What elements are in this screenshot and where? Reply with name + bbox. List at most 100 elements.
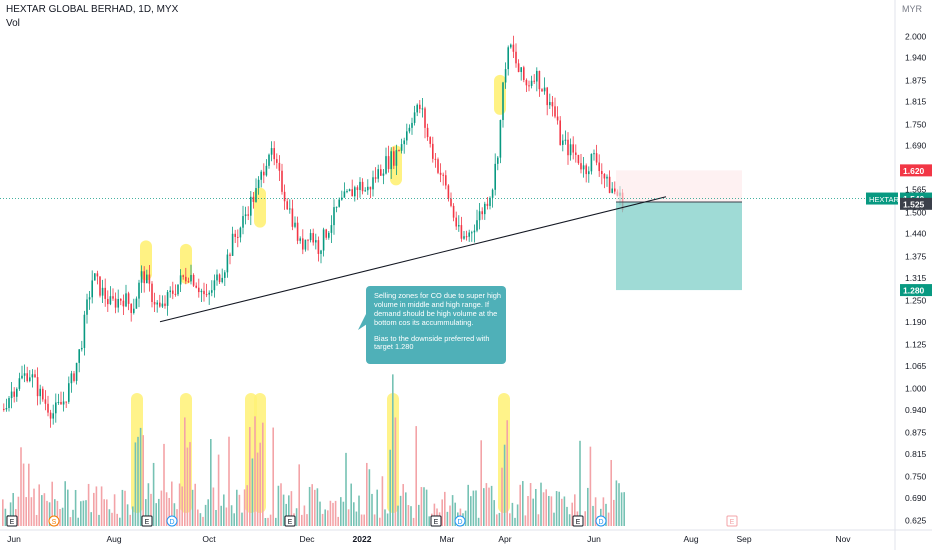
volume-bar xyxy=(516,504,519,526)
event-marker-e[interactable] xyxy=(572,515,584,527)
price-axis-label: 1.525 xyxy=(903,199,925,209)
volume-bar xyxy=(28,463,30,526)
candle-body xyxy=(125,293,127,307)
volume-bar xyxy=(98,514,100,526)
candle-body xyxy=(328,232,330,238)
volume-bar xyxy=(571,502,573,526)
candle-body xyxy=(21,375,23,379)
event-marker-e[interactable] xyxy=(284,515,296,527)
volume-bar xyxy=(480,440,482,526)
volume-bar xyxy=(519,484,521,526)
volume-bar xyxy=(451,495,454,526)
candle-body xyxy=(8,398,10,409)
time-tick-label: Nov xyxy=(835,534,851,544)
candle-body xyxy=(322,229,325,251)
volume-bar xyxy=(64,481,66,526)
volume-bar xyxy=(472,490,475,526)
candle-body xyxy=(364,190,366,192)
volume-bar xyxy=(95,486,98,526)
candle-body xyxy=(445,175,447,186)
candle-body xyxy=(575,152,577,155)
volume-bar xyxy=(342,501,345,526)
volume-bar xyxy=(132,506,134,526)
volume-bar xyxy=(537,514,540,526)
volume-bar xyxy=(524,515,527,526)
candle-body xyxy=(177,284,179,295)
candle-body xyxy=(242,216,244,228)
event-marker-d[interactable] xyxy=(595,515,607,527)
volume-bar xyxy=(587,487,589,526)
candle-body xyxy=(198,287,200,293)
candle-body xyxy=(68,383,70,402)
volume-bar xyxy=(548,495,550,526)
volume-bar xyxy=(324,509,326,526)
volume-bar xyxy=(12,493,14,526)
candle-body xyxy=(42,388,44,400)
candle-body xyxy=(23,373,26,376)
candle-body xyxy=(291,208,294,227)
event-marker-s[interactable] xyxy=(48,515,60,527)
volume-bar xyxy=(251,458,254,526)
price-tick-label: 1.875 xyxy=(905,76,927,86)
candle-body xyxy=(44,399,47,404)
volume-bar xyxy=(243,489,246,526)
event-marker-label: E xyxy=(730,519,735,526)
candle-body xyxy=(325,229,327,238)
volume-bar xyxy=(269,514,272,526)
support-trendline[interactable] xyxy=(159,196,667,323)
candle-body xyxy=(439,172,442,175)
volume-bar xyxy=(184,417,186,526)
candle-body xyxy=(203,290,205,295)
candle-body xyxy=(34,374,36,378)
candle-body xyxy=(99,276,101,296)
volume-bar xyxy=(446,511,449,526)
volume-bar xyxy=(363,514,365,526)
candle-body xyxy=(317,240,320,254)
volume-bar xyxy=(412,517,415,526)
volume-bar xyxy=(329,500,332,526)
volume-bar xyxy=(80,501,82,526)
candle-body xyxy=(229,254,231,256)
candle-body xyxy=(523,67,525,80)
volume-bar xyxy=(392,374,394,526)
candle-body xyxy=(419,104,421,109)
candle-body xyxy=(148,274,151,284)
candle-body xyxy=(122,300,125,307)
event-marker-d[interactable] xyxy=(166,515,178,527)
candle-body xyxy=(169,290,171,293)
analysis-note[interactable]: Selling zones for CO due to super high v… xyxy=(366,286,506,364)
volume-bar xyxy=(509,513,511,526)
candle-body xyxy=(476,220,478,231)
volume-bar xyxy=(85,500,87,526)
volume-bar xyxy=(527,495,529,526)
volume-bar xyxy=(353,502,355,526)
candle-body xyxy=(81,347,83,350)
candle-body xyxy=(559,120,561,145)
event-marker-e[interactable] xyxy=(141,515,153,527)
volume-bar xyxy=(467,484,469,526)
stop-loss-zone[interactable] xyxy=(616,170,742,203)
candle-body xyxy=(338,199,340,207)
volume-bar xyxy=(147,483,150,526)
volume-bar xyxy=(347,509,350,526)
volume-bar xyxy=(145,499,147,526)
candle-body xyxy=(536,70,538,82)
candle-body xyxy=(455,217,457,227)
volume-bar xyxy=(623,492,625,526)
volume-bar xyxy=(605,503,607,526)
candle-body xyxy=(286,201,288,210)
take-profit-zone[interactable] xyxy=(616,202,742,291)
event-marker-e[interactable] xyxy=(6,515,18,527)
volume-bar xyxy=(207,499,209,526)
price-tick-label: 0.690 xyxy=(905,493,927,503)
event-marker-e[interactable] xyxy=(430,515,442,527)
event-marker-e[interactable] xyxy=(726,515,738,527)
candle-body xyxy=(294,222,296,227)
event-marker-d[interactable] xyxy=(454,515,466,527)
candle-body xyxy=(172,290,174,294)
volume-bar xyxy=(106,499,108,526)
volume-bar xyxy=(483,488,485,526)
candle-body xyxy=(606,176,608,179)
time-tick-label: Mar xyxy=(440,534,455,544)
